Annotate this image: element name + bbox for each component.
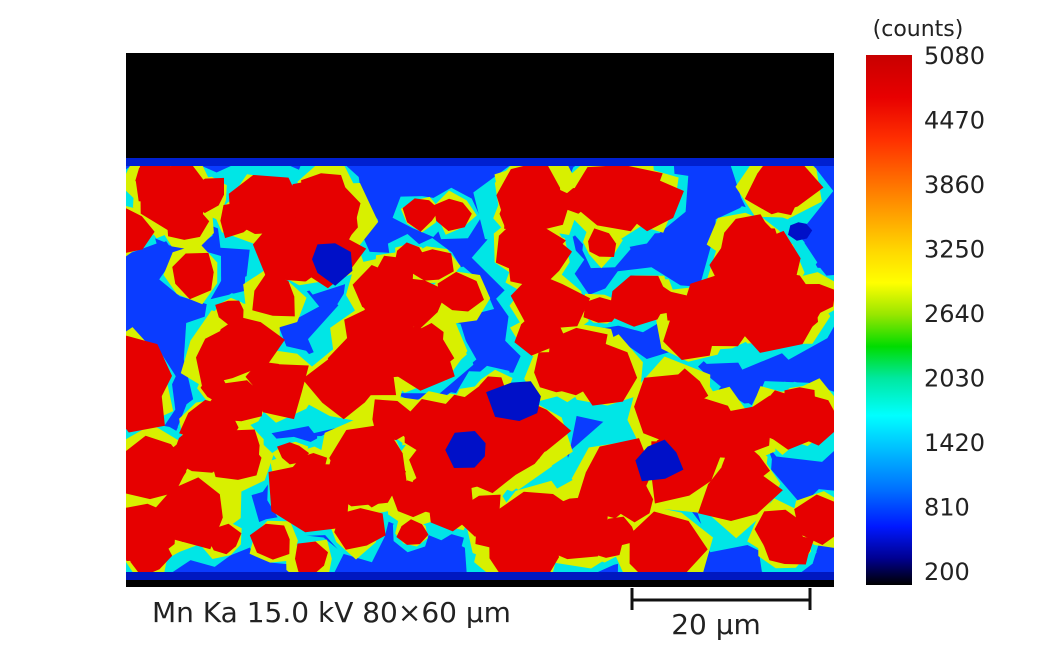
grain [334,508,386,550]
pore [445,431,486,468]
grain [593,536,623,558]
grain [172,252,214,300]
grain [329,424,408,508]
grain [428,479,473,532]
grain [754,509,803,554]
surface-band [126,53,834,161]
colorbar-tick-label: 4470 [924,107,985,135]
grain [633,282,673,316]
grain [567,164,663,232]
grain [295,541,328,575]
grain [791,284,834,314]
element-map [126,53,834,587]
grain [375,255,414,299]
colorbar-tick-label: 5080 [924,42,985,70]
grain [252,272,295,317]
colorbar-tick-label: 2640 [924,300,985,328]
colorbar-tick-label: 1420 [924,429,985,457]
grain [212,316,285,369]
grain [126,208,155,253]
grain [629,511,708,587]
grain [191,177,224,214]
grain [794,494,834,545]
caption: Mn Ka 15.0 kV 80×60 µm [152,596,511,629]
grain [496,160,563,235]
grain [752,164,806,216]
grain [574,438,653,519]
pore [788,222,813,241]
grain [468,408,556,480]
pore [486,381,541,421]
grain [140,163,210,232]
pore [312,243,353,286]
grain [437,271,484,312]
grain [249,523,290,560]
grain [433,198,472,231]
grain [126,447,187,500]
grain [573,341,638,406]
colorbar-tick-label: 3860 [924,171,985,199]
grain [496,491,581,548]
substrate-edge [126,572,834,580]
colorbar-tick-label: 200 [924,558,970,586]
grain [508,249,553,286]
colorbar-unit: (counts) [873,17,964,42]
surface-edge [126,158,834,166]
grain [245,361,294,402]
scale-bar: 20 µm [630,588,812,641]
grain [396,519,429,545]
colorbar-tick-label: 3250 [924,236,985,264]
scale-bar-label: 20 µm [671,608,761,641]
grain [208,523,242,555]
grain [344,304,414,380]
substrate [126,580,834,587]
grain [510,272,591,329]
grain [784,387,816,413]
grain [126,538,173,577]
colorbar-tick-label: 810 [924,494,970,522]
grain [402,198,440,232]
colorbar [866,55,912,585]
grain [413,323,444,354]
grain [767,393,834,446]
grain [228,175,303,234]
grain [663,305,715,360]
grain [126,360,165,433]
colorbar-tick-label: 2030 [924,365,985,393]
grain [169,511,215,543]
grain [277,442,310,465]
grain [588,228,617,257]
grain [720,214,773,269]
grain [579,181,613,217]
grain [721,445,771,484]
grain [210,380,264,422]
grain [222,429,260,468]
grain [698,463,783,521]
pore [635,439,684,482]
